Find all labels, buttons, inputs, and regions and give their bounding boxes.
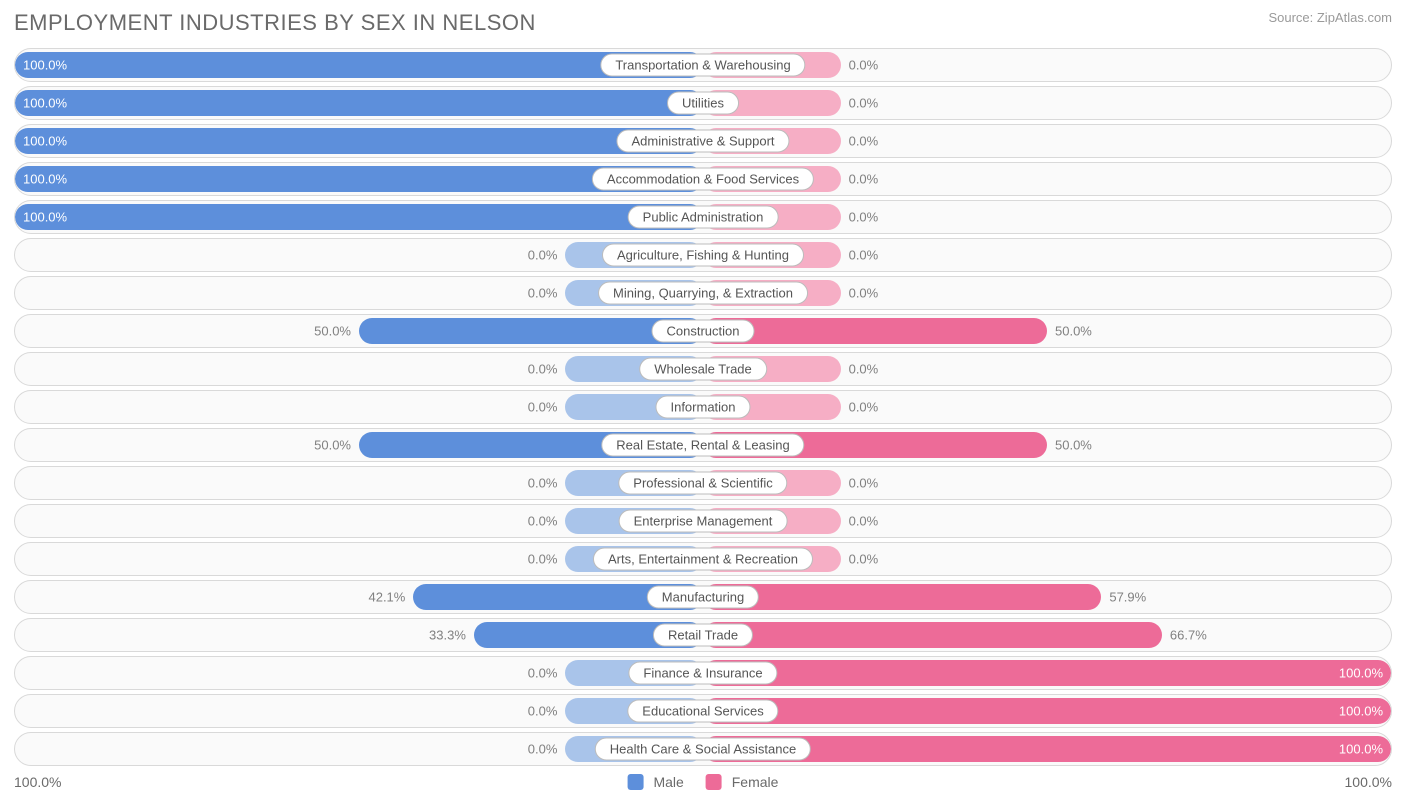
- chart-row: 0.0% 0.0% Professional & Scientific: [14, 466, 1392, 500]
- female-pct: 66.7%: [1170, 628, 1207, 643]
- legend-label-male: Male: [653, 774, 683, 790]
- chart-row: 100.0% 0.0% Utilities: [14, 86, 1392, 120]
- female-pct: 0.0%: [849, 96, 879, 111]
- chart-row: 100.0% 0.0% Administrative & Support: [14, 124, 1392, 158]
- chart-row: 42.1% 57.9% Manufacturing: [14, 580, 1392, 614]
- female-pct: 57.9%: [1109, 590, 1146, 605]
- male-pct: 0.0%: [528, 248, 558, 263]
- chart-row: 0.0% 0.0% Agriculture, Fishing & Hunting: [14, 238, 1392, 272]
- chart-row: 0.0% 0.0% Wholesale Trade: [14, 352, 1392, 386]
- chart-row: 0.0% 100.0% Finance & Insurance: [14, 656, 1392, 690]
- category-label: Utilities: [667, 92, 739, 115]
- legend-female: Female: [706, 774, 779, 790]
- male-pct: 100.0%: [23, 96, 67, 111]
- male-pct: 0.0%: [528, 666, 558, 681]
- male-pct: 0.0%: [528, 400, 558, 415]
- chart-footer: 100.0% Male Female 100.0%: [14, 774, 1392, 796]
- category-label: Enterprise Management: [619, 510, 788, 533]
- category-label: Administrative & Support: [616, 130, 789, 153]
- legend: Male Female: [628, 774, 779, 790]
- chart-row: 33.3% 66.7% Retail Trade: [14, 618, 1392, 652]
- chart-row: 100.0% 0.0% Transportation & Warehousing: [14, 48, 1392, 82]
- legend-swatch-male: [628, 774, 644, 790]
- axis-max-left: 100.0%: [14, 774, 61, 790]
- chart-source: Source: ZipAtlas.com: [1268, 10, 1392, 25]
- female-pct: 100.0%: [1339, 704, 1383, 719]
- female-bar: [703, 584, 1101, 610]
- category-label: Agriculture, Fishing & Hunting: [602, 244, 804, 267]
- female-pct: 100.0%: [1339, 742, 1383, 757]
- male-pct: 100.0%: [23, 210, 67, 225]
- female-pct: 0.0%: [849, 286, 879, 301]
- female-pct: 0.0%: [849, 400, 879, 415]
- male-pct: 0.0%: [528, 286, 558, 301]
- category-label: Retail Trade: [653, 624, 753, 647]
- male-pct: 0.0%: [528, 514, 558, 529]
- male-pct: 100.0%: [23, 172, 67, 187]
- chart-row: 0.0% 0.0% Mining, Quarrying, & Extraction: [14, 276, 1392, 310]
- category-label: Mining, Quarrying, & Extraction: [598, 282, 808, 305]
- chart-row: 0.0% 100.0% Health Care & Social Assistanc…: [14, 732, 1392, 766]
- category-label: Educational Services: [627, 700, 778, 723]
- legend-label-female: Female: [732, 774, 779, 790]
- chart-row: 0.0% 0.0% Arts, Entertainment & Recreation: [14, 542, 1392, 576]
- female-bar: [703, 622, 1162, 648]
- female-pct: 50.0%: [1055, 438, 1092, 453]
- chart-row: 0.0% 100.0% Educational Services: [14, 694, 1392, 728]
- female-pct: 100.0%: [1339, 666, 1383, 681]
- male-bar: [15, 204, 703, 230]
- category-label: Information: [655, 396, 750, 419]
- male-pct: 0.0%: [528, 704, 558, 719]
- category-label: Public Administration: [628, 206, 779, 229]
- female-bar: [703, 660, 1391, 686]
- male-pct: 0.0%: [528, 552, 558, 567]
- male-pct: 0.0%: [528, 362, 558, 377]
- category-label: Finance & Insurance: [628, 662, 777, 685]
- chart-row: 50.0% 50.0% Construction: [14, 314, 1392, 348]
- male-bar: [15, 128, 703, 154]
- category-label: Transportation & Warehousing: [600, 54, 805, 77]
- male-pct: 0.0%: [528, 742, 558, 757]
- category-label: Real Estate, Rental & Leasing: [601, 434, 804, 457]
- female-pct: 0.0%: [849, 514, 879, 529]
- female-pct: 0.0%: [849, 552, 879, 567]
- chart-body: 100.0%0.0%Transportation & Warehousing10…: [14, 48, 1392, 766]
- female-pct: 0.0%: [849, 210, 879, 225]
- male-bar: [15, 90, 703, 116]
- category-label: Wholesale Trade: [639, 358, 767, 381]
- female-pct: 0.0%: [849, 476, 879, 491]
- chart-row: 0.0% 0.0% Enterprise Management: [14, 504, 1392, 538]
- male-pct: 100.0%: [23, 134, 67, 149]
- category-label: Accommodation & Food Services: [592, 168, 814, 191]
- male-pct: 50.0%: [314, 438, 351, 453]
- female-pct: 0.0%: [849, 172, 879, 187]
- female-bar: [703, 698, 1391, 724]
- chart-row: 100.0% 0.0% Accommodation & Food Services: [14, 162, 1392, 196]
- chart-row: 100.0% 0.0% Public Administration: [14, 200, 1392, 234]
- axis-max-right: 100.0%: [1345, 774, 1392, 790]
- female-pct: 50.0%: [1055, 324, 1092, 339]
- female-bar: [703, 318, 1047, 344]
- chart-header: EMPLOYMENT INDUSTRIES BY SEX IN NELSON S…: [14, 10, 1392, 36]
- chart-row: 0.0% 0.0% Information: [14, 390, 1392, 424]
- male-pct: 0.0%: [528, 476, 558, 491]
- legend-male: Male: [628, 774, 684, 790]
- category-label: Arts, Entertainment & Recreation: [593, 548, 813, 571]
- female-pct: 0.0%: [849, 58, 879, 73]
- chart-title: EMPLOYMENT INDUSTRIES BY SEX IN NELSON: [14, 10, 536, 36]
- male-pct: 50.0%: [314, 324, 351, 339]
- male-pct: 42.1%: [368, 590, 405, 605]
- female-pct: 0.0%: [849, 134, 879, 149]
- category-label: Manufacturing: [647, 586, 759, 609]
- legend-swatch-female: [706, 774, 722, 790]
- chart-row: 50.0% 50.0% Real Estate, Rental & Leasing: [14, 428, 1392, 462]
- female-pct: 0.0%: [849, 362, 879, 377]
- category-label: Professional & Scientific: [618, 472, 787, 495]
- male-pct: 33.3%: [429, 628, 466, 643]
- female-pct: 0.0%: [849, 248, 879, 263]
- category-label: Construction: [652, 320, 755, 343]
- category-label: Health Care & Social Assistance: [595, 738, 811, 761]
- male-pct: 100.0%: [23, 58, 67, 73]
